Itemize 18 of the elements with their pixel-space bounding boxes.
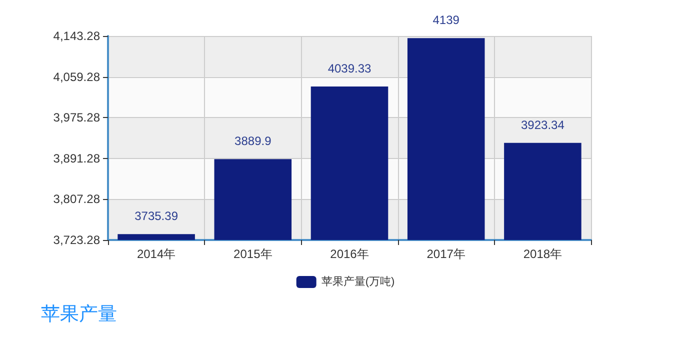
- data-label: 3735.39: [134, 209, 178, 224]
- text: 苹果产量: [41, 304, 117, 325]
- data-label: 3889.9: [234, 134, 272, 148]
- data-label: 4039.33: [328, 61, 372, 76]
- x-tick-label: 2016年: [330, 247, 369, 261]
- legend-label: 苹果产量(万吨): [321, 275, 395, 288]
- y-tick-label: 4,143.28: [53, 29, 100, 43]
- x-tick-label: 2017年: [426, 247, 466, 261]
- data-label: 3923.34: [521, 118, 565, 132]
- x-tick-label: 2015年: [234, 247, 272, 261]
- y-tick-label: 3,807.28: [53, 192, 100, 206]
- x-tick-label: 2014年: [136, 247, 176, 261]
- x-tick-label: 2018年: [523, 247, 562, 261]
- y-tick-label: 3,891.28: [53, 151, 100, 166]
- y-tick-label: 4,059.28: [53, 70, 100, 84]
- y-tick-label: 3,723.28: [53, 233, 100, 247]
- y-tick-label: 3,975.28: [53, 110, 100, 125]
- data-label: 4139: [432, 13, 460, 28]
